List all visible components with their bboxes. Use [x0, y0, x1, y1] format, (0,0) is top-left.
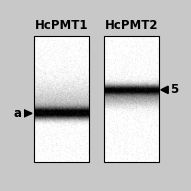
Bar	[104, 36, 159, 162]
Text: a: a	[14, 107, 22, 120]
Polygon shape	[161, 86, 168, 94]
Polygon shape	[24, 110, 32, 117]
Bar	[34, 36, 89, 162]
Text: HcPMT2: HcPMT2	[104, 19, 158, 32]
Text: HcPMT1: HcPMT1	[35, 19, 88, 32]
Text: 5: 5	[170, 83, 178, 96]
